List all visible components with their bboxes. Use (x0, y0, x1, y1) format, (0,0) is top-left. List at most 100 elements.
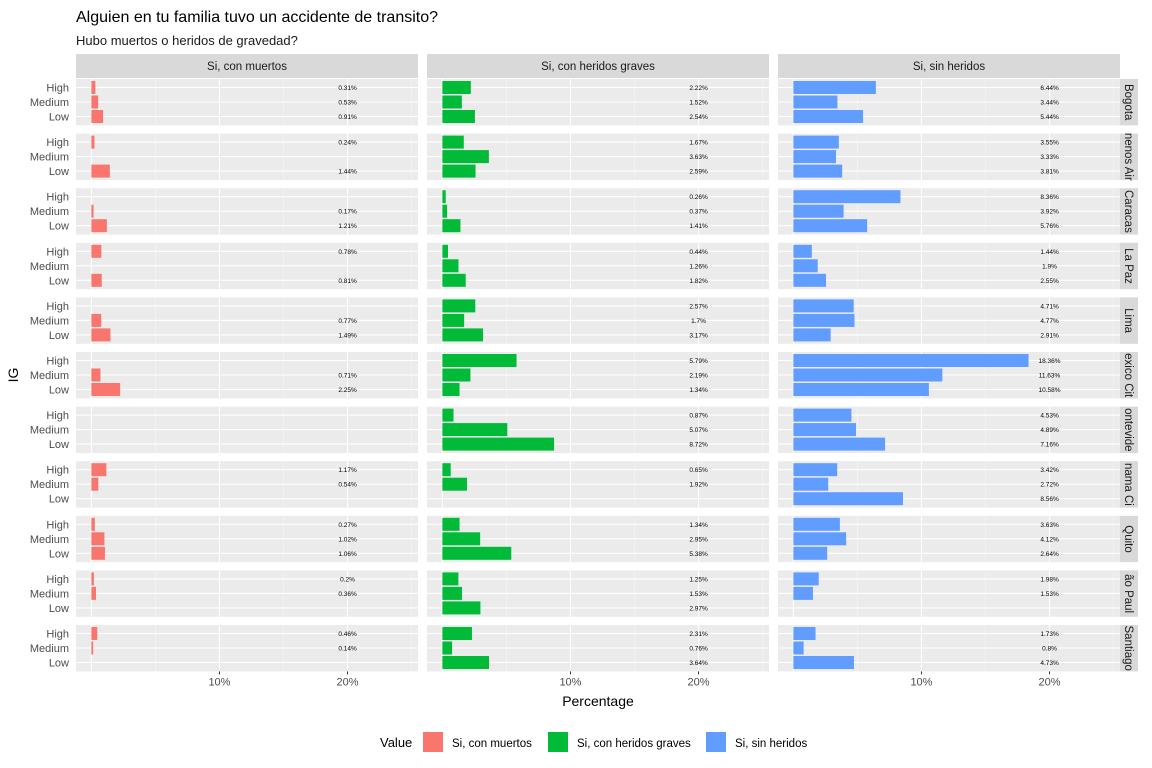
bar (793, 314, 854, 327)
bar (793, 259, 817, 272)
data-label: 11.63% (1039, 373, 1061, 380)
data-label: 2.59% (689, 169, 708, 176)
bar (793, 627, 815, 640)
data-label: 5.79% (689, 358, 708, 365)
facet-strip-label: Si, con muertos (207, 61, 287, 73)
data-label: 3.17% (689, 332, 708, 339)
data-label: 0.46% (338, 631, 357, 638)
y-tick-label: Low (49, 221, 69, 233)
y-tick-label: Low (49, 439, 69, 451)
bar (793, 423, 856, 436)
bar (91, 532, 104, 545)
data-label: 4.71% (1040, 303, 1059, 310)
data-label: 3.81% (1040, 169, 1059, 176)
data-label: 1.92% (689, 482, 708, 489)
data-label: 1.53% (1040, 591, 1059, 598)
data-label: 1.44% (1040, 249, 1059, 256)
bar (793, 205, 843, 218)
y-tick-label: High (46, 410, 69, 422)
data-label: 3.63% (1040, 522, 1059, 529)
row-strip-label: Santiago (1122, 625, 1134, 670)
data-label: 4.12% (1040, 536, 1059, 543)
y-tick-label: High (46, 246, 69, 258)
data-label: 3.92% (1040, 209, 1059, 216)
data-label: 2.25% (338, 387, 357, 394)
data-label: 1.44% (338, 169, 357, 176)
data-label: 5.44% (1040, 114, 1059, 121)
y-tick-label: High (46, 629, 69, 641)
y-tick-label: Low (49, 385, 69, 397)
data-label: 0.44% (689, 249, 708, 256)
bar (442, 547, 511, 560)
bar (793, 572, 818, 585)
bar (442, 409, 453, 422)
y-tick-label: Medium (30, 261, 69, 273)
bar (793, 642, 803, 655)
data-label: 0.76% (689, 646, 708, 653)
data-label: 0.78% (338, 249, 357, 256)
x-tick-label: 10% (559, 676, 581, 688)
x-tick-label: 20% (337, 676, 359, 688)
y-tick-label: High (46, 356, 69, 368)
y-tick-label: High (46, 83, 69, 95)
legend-label: Si, sin heridos (735, 738, 807, 750)
y-tick-label: High (46, 137, 69, 149)
legend-swatch (706, 732, 726, 752)
bar (793, 532, 846, 545)
bar (91, 219, 106, 232)
data-label: 1.9% (1042, 263, 1057, 270)
y-tick-label: Low (49, 494, 69, 506)
legend-title: Value (380, 735, 412, 750)
y-tick-label: Medium (30, 152, 69, 164)
data-label: 0.71% (338, 373, 357, 380)
data-label: 2.95% (689, 536, 708, 543)
bar (91, 369, 100, 382)
bar (442, 423, 507, 436)
bar (91, 572, 94, 585)
data-label: 2.91% (1040, 332, 1059, 339)
bar (442, 601, 480, 614)
legend-swatch (423, 732, 443, 752)
legend: Value Si, con muertos Si, con heridos gra… (380, 732, 807, 752)
y-tick-label: High (46, 519, 69, 531)
data-label: 0.65% (689, 467, 708, 474)
data-label: 7.16% (1040, 442, 1059, 449)
plot-area: Si, con muertos Si, con heridos graves Si,… (30, 54, 1138, 688)
bar (793, 438, 885, 451)
bar (91, 642, 93, 655)
data-label: 1.67% (689, 140, 708, 147)
bar (91, 136, 94, 149)
bar (442, 150, 488, 163)
data-label: 2.19% (689, 373, 708, 380)
chart-title: Alguien en tu familia tuvo un accidente … (76, 9, 438, 26)
bar (442, 587, 462, 600)
data-label: 0.2% (340, 576, 355, 583)
chart-subtitle: Hubo muertos o heridos de gravedad? (76, 33, 298, 48)
data-label: 10.58% (1039, 387, 1061, 394)
data-label: 1.53% (689, 591, 708, 598)
data-label: 0.53% (338, 100, 357, 107)
y-tick-label: Medium (30, 425, 69, 437)
bar (442, 96, 461, 109)
bar (442, 642, 452, 655)
bar (793, 150, 836, 163)
data-label: 0.77% (338, 318, 357, 325)
data-label: 3.44% (1040, 100, 1059, 107)
row-strip-label: Quito (1122, 525, 1134, 553)
bar (442, 136, 463, 149)
data-label: 4.73% (1040, 660, 1059, 667)
bar (91, 274, 101, 287)
data-label: 4.53% (1040, 413, 1059, 420)
data-label: 0.31% (338, 85, 357, 92)
data-label: 1.02% (338, 536, 357, 543)
data-label: 2.31% (689, 631, 708, 638)
bar (91, 383, 120, 396)
bar (793, 299, 853, 312)
bar (91, 245, 101, 258)
y-tick-label: High (46, 301, 69, 313)
bar (442, 81, 470, 94)
bar (793, 110, 863, 123)
bar (91, 314, 101, 327)
bar (442, 532, 480, 545)
y-tick-label: Medium (30, 370, 69, 382)
